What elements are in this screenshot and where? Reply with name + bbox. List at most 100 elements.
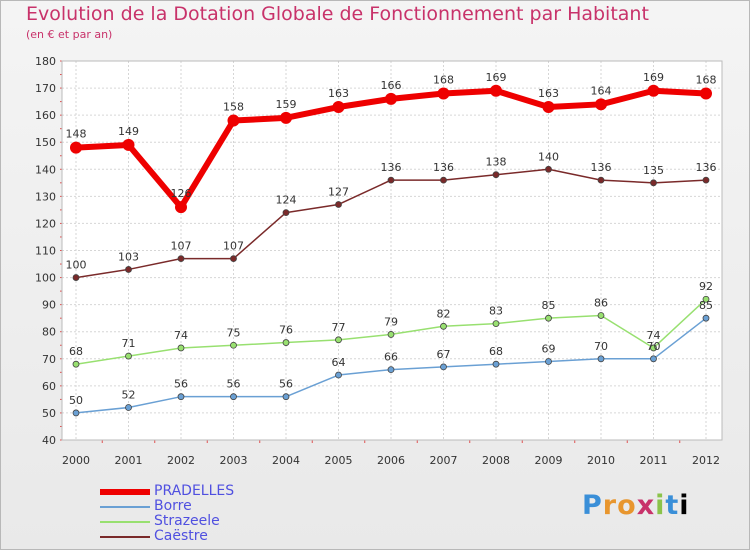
data-label-borre: 56 bbox=[227, 378, 241, 391]
data-label-strazeele: 68 bbox=[69, 345, 83, 358]
logo-letter: x bbox=[636, 490, 656, 521]
y-tick-label: 50 bbox=[42, 407, 56, 420]
logo-letter: P bbox=[582, 490, 603, 521]
data-point-strazeele bbox=[597, 312, 605, 319]
data-label-caestre: 135 bbox=[643, 164, 664, 177]
logo-letter: i bbox=[679, 490, 690, 521]
data-point-caestre bbox=[440, 176, 447, 184]
data-label-borre: 64 bbox=[332, 356, 346, 369]
data-point-pradelles bbox=[385, 92, 397, 105]
x-tick-label: 2004 bbox=[272, 454, 300, 467]
data-label-pradelles: 159 bbox=[276, 98, 297, 111]
data-point-caestre bbox=[282, 209, 290, 217]
data-point-caestre bbox=[72, 274, 80, 281]
data-point-pradelles bbox=[595, 98, 607, 111]
data-label-pradelles: 166 bbox=[381, 79, 402, 92]
data-label-pradelles: 169 bbox=[643, 71, 664, 84]
data-point-strazeele bbox=[125, 352, 132, 360]
x-tick-label: 2010 bbox=[587, 454, 615, 467]
data-point-strazeele bbox=[282, 339, 290, 346]
data-label-caestre: 140 bbox=[538, 150, 559, 163]
x-tick-label: 2001 bbox=[115, 454, 143, 467]
data-label-pradelles: 158 bbox=[223, 101, 244, 114]
data-label-borre: 52 bbox=[122, 389, 136, 402]
legend-item-strazeele: Strazeele bbox=[100, 514, 234, 529]
data-label-strazeele: 83 bbox=[489, 305, 503, 318]
legend-label-borre: Borre bbox=[154, 498, 192, 514]
data-label-pradelles: 163 bbox=[538, 87, 559, 100]
chart-legend: PRADELLES Borre Strazeele Caëstre bbox=[100, 484, 234, 544]
data-point-pradelles bbox=[332, 101, 345, 114]
data-label-strazeele: 79 bbox=[384, 315, 398, 328]
data-point-pradelles bbox=[700, 87, 712, 100]
data-label-strazeele: 85 bbox=[542, 299, 556, 312]
data-label-borre: 67 bbox=[437, 348, 451, 361]
logo-letter: t bbox=[665, 490, 680, 521]
data-point-caestre bbox=[492, 171, 500, 179]
data-point-strazeele bbox=[230, 341, 237, 349]
data-label-borre: 85 bbox=[699, 299, 713, 312]
data-label-borre: 70 bbox=[647, 340, 661, 353]
x-tick-label: 2006 bbox=[377, 454, 405, 467]
data-point-caestre bbox=[125, 266, 132, 273]
data-point-pradelles bbox=[175, 201, 187, 214]
data-point-borre bbox=[125, 404, 132, 411]
y-tick-label: 120 bbox=[35, 217, 56, 230]
legend-item-caestre: Caëstre bbox=[100, 529, 234, 544]
data-label-caestre: 136 bbox=[591, 161, 612, 174]
plot-border bbox=[61, 60, 723, 441]
data-point-borre bbox=[335, 371, 342, 379]
legend-label-strazeele: Strazeele bbox=[154, 513, 220, 529]
data-point-caestre bbox=[177, 255, 185, 263]
legend-swatch-pradelles bbox=[100, 488, 150, 495]
data-point-borre bbox=[230, 393, 237, 401]
data-label-borre: 69 bbox=[542, 342, 556, 355]
y-tick-label: 110 bbox=[35, 245, 56, 258]
legend-label-pradelles: PRADELLES bbox=[154, 483, 235, 499]
x-tick-label: 2008 bbox=[482, 454, 510, 467]
data-label-borre: 50 bbox=[69, 394, 83, 407]
data-label-caestre: 124 bbox=[276, 194, 297, 207]
data-point-caestre bbox=[650, 179, 657, 187]
data-point-caestre bbox=[597, 176, 605, 184]
chart-subtitle: (en € et par an) bbox=[26, 28, 113, 41]
data-label-caestre: 138 bbox=[486, 156, 507, 169]
y-tick-label: 160 bbox=[35, 109, 56, 122]
data-label-strazeele: 92 bbox=[699, 280, 713, 293]
x-tick-label: 2000 bbox=[62, 454, 90, 467]
data-point-strazeele bbox=[702, 295, 710, 303]
y-tick-label: 90 bbox=[42, 299, 56, 312]
data-label-pradelles: 164 bbox=[591, 84, 612, 97]
x-tick-label: 2011 bbox=[640, 454, 668, 467]
y-tick-label: 150 bbox=[35, 136, 56, 149]
data-label-strazeele: 74 bbox=[647, 329, 661, 342]
y-tick-label: 40 bbox=[42, 434, 56, 447]
data-label-caestre: 136 bbox=[381, 161, 402, 174]
y-tick-label: 140 bbox=[35, 163, 56, 176]
y-tick-label: 170 bbox=[35, 82, 56, 95]
data-point-borre bbox=[545, 358, 552, 365]
chart-title: Evolution de la Dotation Globale de Fonc… bbox=[26, 3, 649, 25]
data-point-pradelles bbox=[490, 84, 502, 97]
y-tick-label: 80 bbox=[42, 326, 56, 339]
data-point-pradelles bbox=[70, 141, 82, 154]
data-label-pradelles: 126 bbox=[171, 187, 192, 200]
data-point-pradelles bbox=[542, 101, 555, 114]
x-tick-label: 2007 bbox=[430, 454, 458, 467]
proxiti-logo: Proxiti bbox=[582, 490, 690, 521]
data-label-caestre: 107 bbox=[171, 240, 192, 253]
x-tick-label: 2012 bbox=[692, 454, 720, 467]
legend-item-borre: Borre bbox=[100, 499, 234, 514]
data-point-strazeele bbox=[440, 322, 447, 330]
data-label-pradelles: 169 bbox=[486, 71, 507, 84]
data-point-caestre bbox=[387, 176, 395, 184]
data-label-caestre: 136 bbox=[696, 161, 717, 174]
data-point-borre bbox=[597, 355, 605, 363]
data-point-pradelles bbox=[437, 87, 450, 100]
legend-swatch-borre bbox=[100, 505, 150, 508]
data-label-borre: 68 bbox=[489, 345, 503, 358]
data-point-borre bbox=[387, 366, 395, 374]
data-label-borre: 56 bbox=[279, 378, 293, 391]
data-point-strazeele bbox=[387, 331, 395, 338]
